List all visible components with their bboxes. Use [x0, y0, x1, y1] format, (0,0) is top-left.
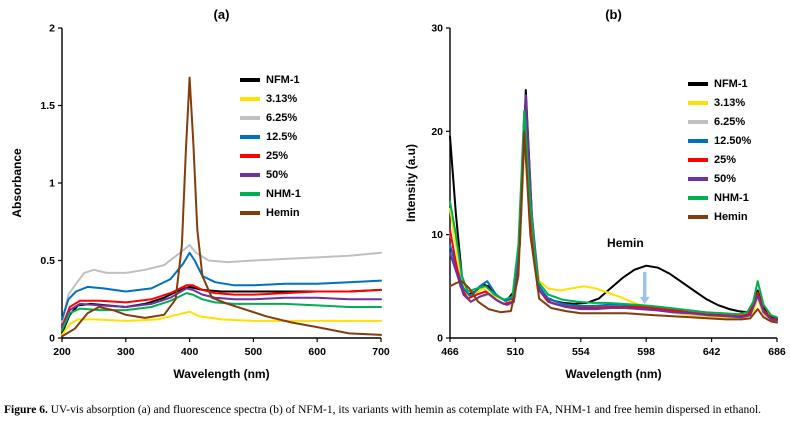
y-tick-label: 0.5 [40, 255, 55, 267]
legend-item-NHM-1: NHM-1 [688, 192, 751, 204]
legend-label: 25% [266, 150, 289, 162]
legend-swatch [688, 119, 708, 125]
series-line-12.5% [61, 251, 382, 321]
x-tick-label: 510 [507, 346, 525, 358]
legend-item-50%: 50% [240, 169, 301, 181]
y-tick-label: 20 [431, 126, 443, 138]
series-line-NFM-1 [449, 89, 778, 320]
legend-label: 12.50% [714, 135, 752, 147]
series-line-3.13% [61, 310, 382, 336]
legend-swatch [688, 176, 708, 182]
series-line-50% [449, 94, 778, 322]
series-line-Hemin [449, 130, 778, 324]
legend-swatch [240, 96, 260, 102]
legend-item-6.25%: 6.25% [240, 112, 301, 124]
y-tick-label: 1.5 [40, 100, 55, 112]
chart-a-canvas: (a) 200 300 400 500 600 700 0 0.5 1 1.5 2 Wavelength… [10, 7, 390, 381]
legend-label: 3.13% [714, 97, 746, 109]
y-tick-label: 1 [49, 178, 55, 190]
legend-item-NFM-1: NFM-1 [240, 74, 301, 86]
legend-label: Hemin [266, 207, 300, 219]
legend-swatch [240, 115, 260, 121]
series-line-Hemin [61, 76, 382, 338]
x-tick-label: 554 [572, 346, 590, 358]
x-axis-title: Wavelength (nm) [565, 367, 661, 381]
legend-swatch [688, 157, 708, 163]
legend-item-Hemin: Hemin [688, 211, 751, 223]
y-axis-title: Absorbance [10, 148, 24, 218]
y-tick-label: 10 [431, 229, 443, 241]
x-tick-label: 300 [117, 346, 135, 358]
legend-swatch [240, 134, 260, 140]
x-tick-label: 642 [703, 346, 721, 358]
x-axis-title: Wavelength (nm) [173, 367, 269, 381]
y-tick-label: 30 [431, 23, 443, 35]
legend-swatch [240, 210, 260, 216]
y-tick-label: 0 [437, 333, 443, 345]
legend-label: NFM-1 [266, 74, 300, 86]
legend-label: NFM-1 [714, 78, 748, 90]
series-line-50% [61, 287, 382, 330]
legend-label: 50% [266, 169, 289, 181]
y-axis-title: Intensity (a.u) [404, 144, 418, 222]
chart-b-fluorescence: (b) 466 510 554 598 642 686 0 10 20 30 Wavelength (… [402, 4, 787, 389]
legend-item-3.13%: 3.13% [688, 97, 751, 109]
x-tick-label: 700 [372, 346, 390, 358]
series-line-25% [61, 284, 382, 329]
legend-swatch [240, 153, 260, 159]
series-line-NHM-1 [449, 109, 778, 319]
chart-a-absorbance: (a) 200 300 400 500 600 700 0 0.5 1 1.5 2 Wavelength… [8, 4, 393, 389]
caption-label: Figure 6. [4, 404, 48, 416]
y-tick-label: 2 [49, 23, 55, 35]
x-tick-label: 686 [768, 346, 786, 358]
legend-item-Hemin: Hemin [240, 207, 301, 219]
legend-swatch [240, 172, 260, 178]
x-tick-label: 400 [181, 346, 199, 358]
legend-label: 25% [714, 154, 737, 166]
x-tick-label: 466 [441, 346, 459, 358]
legend-item-12.5%: 12.5% [240, 131, 301, 143]
legend-item-NFM-1: NFM-1 [688, 78, 751, 90]
legend-label: NHM-1 [714, 192, 749, 204]
legend-swatch [240, 77, 260, 83]
legend-label: 12.5% [266, 131, 298, 143]
chart-b-canvas: (b) 466 510 554 598 642 686 0 10 20 30 Wavelength (… [404, 7, 786, 381]
chart-a-legend: NFM-1 3.13% 6.25% 12.5% 25% 50% NHM-1 Hemin [240, 74, 301, 219]
legend-swatch [688, 100, 708, 106]
legend-swatch [240, 191, 260, 197]
legend-swatch [688, 81, 708, 87]
chart-title: (b) [605, 7, 622, 22]
legend-label: 3.13% [266, 93, 298, 105]
legend-item-25%: 25% [688, 154, 751, 166]
legend-label: 50% [714, 173, 737, 185]
caption-text: UV-vis absorption (a) and fluorescence s… [47, 404, 762, 416]
legend-item-NHM-1: NHM-1 [240, 188, 301, 200]
legend-swatch [688, 138, 708, 144]
x-tick-label: 598 [637, 346, 655, 358]
chart-b-legend: NFM-1 3.13% 6.25% 12.50% 25% 50% NHM-1 Hemin [688, 78, 751, 223]
x-tick-label: 500 [245, 346, 263, 358]
legend-item-25%: 25% [240, 150, 301, 162]
annotation-label: Hemin [607, 236, 644, 250]
legend-item-3.13%: 3.13% [240, 93, 301, 105]
legend-label: Hemin [714, 211, 748, 223]
x-tick-label: 600 [308, 346, 326, 358]
legend-label: NHM-1 [266, 188, 301, 200]
figure-caption: Figure 6. UV-vis absorption (a) and fluo… [4, 404, 788, 416]
y-tick-label: 0 [49, 333, 55, 345]
legend-label: 6.25% [266, 112, 298, 124]
x-tick-label: 200 [53, 346, 71, 358]
legend-swatch [688, 195, 708, 201]
legend-item-50%: 50% [688, 173, 751, 185]
legend-item-6.25%: 6.25% [688, 116, 751, 128]
legend-swatch [688, 214, 708, 220]
legend-item-12.50%: 12.50% [688, 135, 751, 147]
annotation-arrow-head [639, 296, 650, 304]
legend-label: 6.25% [714, 116, 746, 128]
chart-title: (a) [214, 7, 230, 22]
